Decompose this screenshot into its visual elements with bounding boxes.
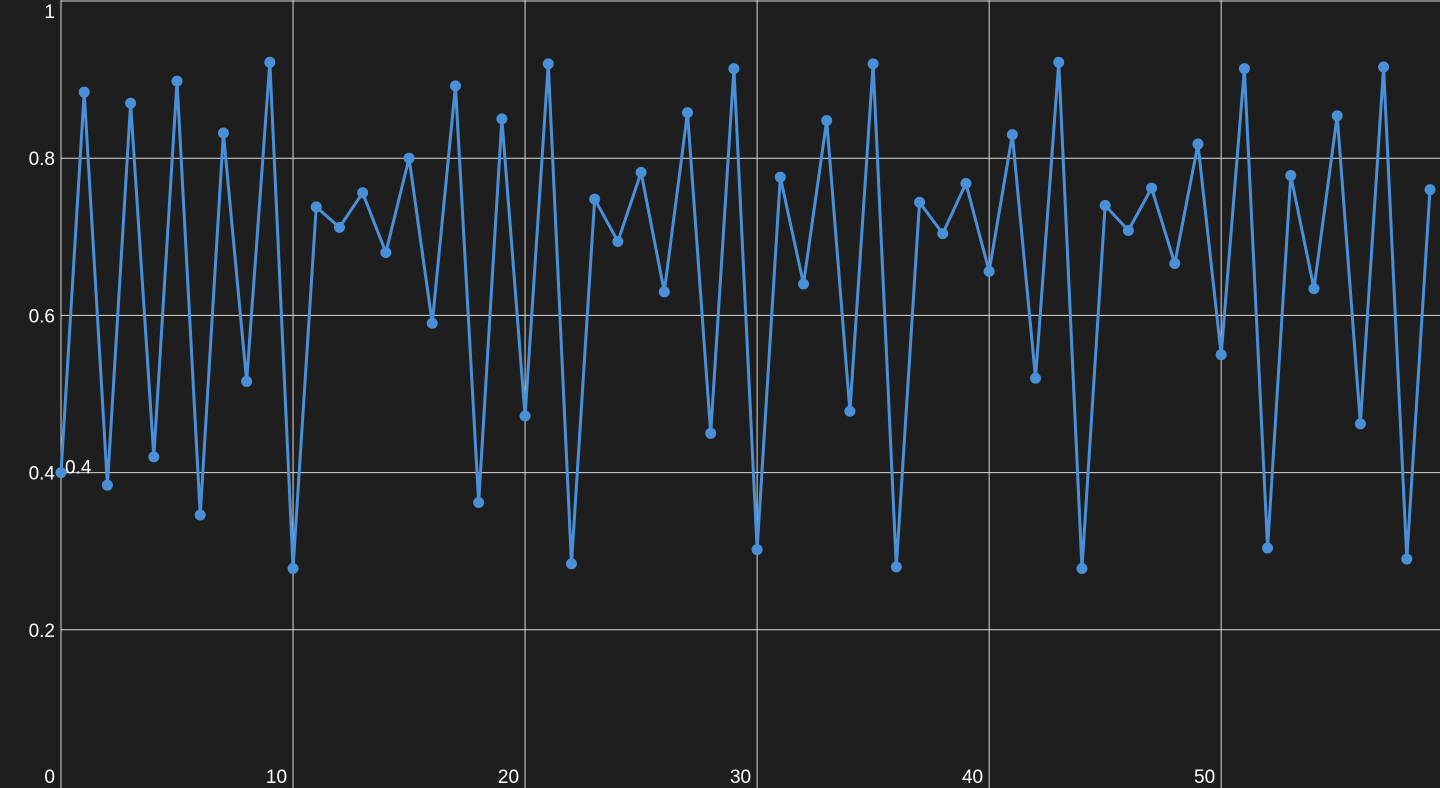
- data-point: [565, 558, 577, 570]
- data-point: [798, 278, 810, 290]
- y-tick-label: 0.4: [29, 464, 56, 485]
- data-point: [55, 467, 67, 479]
- y-tick-label: 1: [44, 2, 55, 23]
- data-point: [148, 451, 160, 463]
- data-point: [867, 58, 879, 70]
- x-tick-label: 40: [962, 767, 983, 788]
- y-tick-label: 0.8: [29, 149, 55, 170]
- data-point: [194, 509, 206, 521]
- data-point: [78, 86, 90, 98]
- data-point: [1238, 63, 1250, 75]
- data-point: [1169, 258, 1181, 270]
- data-point: [983, 265, 995, 277]
- data-point: [728, 63, 740, 75]
- data-point: [264, 56, 276, 68]
- tick-labels: 0.20.40.60.810 10 20 30 40 50: [29, 2, 1216, 788]
- data-point: [125, 97, 137, 109]
- data-point: [357, 187, 369, 199]
- data-point: [1006, 129, 1018, 141]
- data-point: [473, 496, 485, 508]
- data-point: [681, 107, 693, 119]
- data-point: [403, 152, 415, 164]
- annotations: 0.4: [65, 458, 92, 479]
- data-point: [890, 561, 902, 573]
- data-point: [658, 286, 670, 298]
- data-point: [1030, 372, 1042, 384]
- data-point: [333, 221, 345, 233]
- data-point: [844, 405, 856, 417]
- data-point: [589, 193, 601, 205]
- y-tick-label: 0.2: [29, 621, 55, 642]
- data-point: [1401, 553, 1413, 565]
- data-point: [1053, 56, 1065, 68]
- data-point: [1122, 225, 1134, 237]
- data-point: [1378, 61, 1390, 73]
- data-point: [914, 196, 926, 208]
- data-point: [310, 201, 322, 213]
- data-label: 0.4: [65, 458, 92, 479]
- data-point: [1262, 542, 1274, 554]
- series: [55, 56, 1436, 574]
- data-point: [1099, 199, 1111, 211]
- x-tick-label: 10: [266, 767, 287, 788]
- grid: [61, 0, 1440, 788]
- data-point: [542, 58, 554, 70]
- data-point: [1308, 283, 1320, 295]
- data-point: [1215, 349, 1227, 361]
- data-point: [960, 177, 972, 189]
- x-tick-label: 50: [1194, 767, 1215, 788]
- data-point: [1146, 182, 1158, 194]
- series-line: [59, 60, 1432, 570]
- data-point: [171, 75, 183, 87]
- data-point: [449, 80, 461, 92]
- data-point: [635, 166, 647, 178]
- data-point: [1424, 184, 1436, 196]
- data-point: [1076, 562, 1088, 574]
- y-tick-label: 0.6: [29, 306, 55, 327]
- data-point: [519, 410, 531, 422]
- data-point: [101, 479, 113, 491]
- data-point: [1285, 169, 1297, 181]
- x-tick-label: 30: [730, 767, 751, 788]
- data-point: [1192, 138, 1204, 150]
- data-point: [705, 427, 717, 439]
- data-point: [612, 236, 624, 248]
- data-point: [287, 562, 299, 574]
- data-point: [496, 113, 508, 125]
- data-point: [426, 317, 438, 329]
- data-point: [821, 114, 833, 126]
- data-point: [1331, 110, 1343, 122]
- data-point: [241, 375, 253, 387]
- data-point: [774, 171, 786, 183]
- data-point: [937, 228, 949, 240]
- data-point: [217, 127, 229, 139]
- data-point: [380, 247, 392, 259]
- x-tick-label: 0: [44, 767, 55, 788]
- data-point: [751, 544, 763, 556]
- x-tick-label: 20: [498, 767, 519, 788]
- data-point: [1354, 418, 1366, 430]
